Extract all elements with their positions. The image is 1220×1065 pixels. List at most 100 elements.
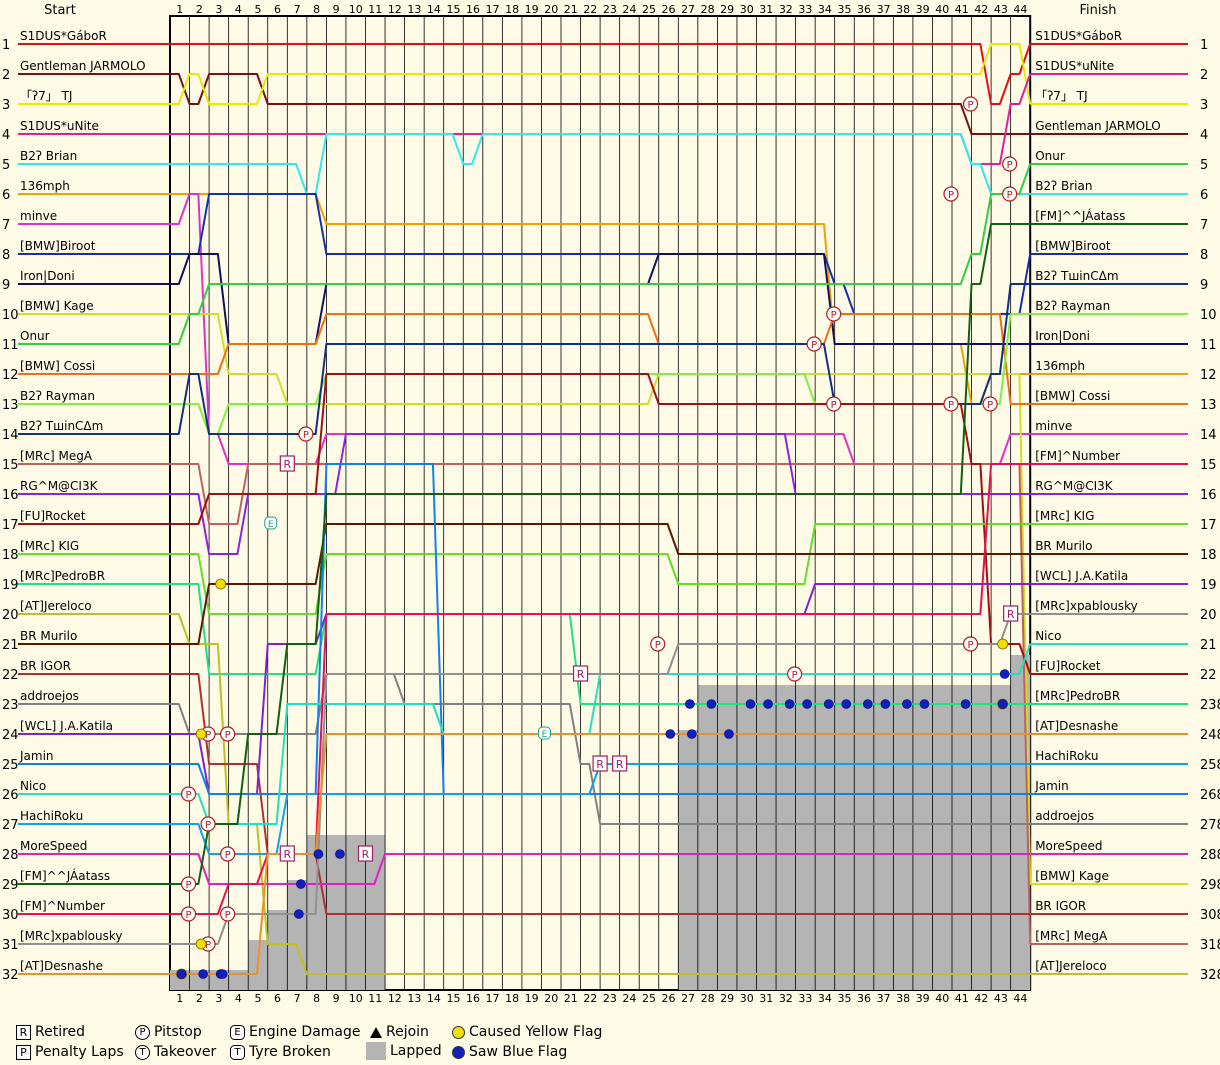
lap-tick-label-bottom: 44: [1013, 992, 1027, 1005]
finish-driver-name: [MRc]xpablousky: [1035, 599, 1138, 613]
lap-tick-label-bottom: 23: [603, 992, 617, 1005]
pitstop-marker-label: P: [186, 880, 192, 891]
finish-position-number: 3: [1200, 98, 1208, 113]
lap-tick-label-bottom: 20: [544, 992, 558, 1005]
lap-tick-label-top: 35: [837, 3, 851, 16]
tyre-icon: T: [230, 1044, 245, 1060]
rejoin-icon: [370, 1026, 382, 1038]
pitstop-marker-label: P: [987, 400, 993, 411]
lap-tick-label-top: 16: [466, 3, 480, 16]
lapped-region: [678, 730, 698, 990]
finish-position-number: 15: [1200, 458, 1217, 473]
finish-position-number: 10: [1200, 308, 1217, 323]
finish-driver-name: [MRc] MegA: [1035, 929, 1108, 943]
lap-tick-label-top: 7: [294, 3, 301, 16]
finish-driver-name: RG^M@CI3K: [1035, 479, 1114, 493]
lapped-region: [267, 910, 288, 990]
lap-tick-label-top: 43: [994, 3, 1008, 16]
legend-retired: R Retired: [16, 1024, 85, 1040]
lap-tick-label-top: 6: [274, 3, 281, 16]
start-position-number: 17: [2, 518, 19, 533]
pitstop-marker-label: P: [831, 310, 837, 321]
pitstop-marker: [200, 816, 216, 832]
lap-tick-label-bottom: 27: [681, 992, 695, 1005]
finish-position-number: 17: [1200, 518, 1217, 533]
start-position-number: 25: [2, 758, 19, 773]
start-driver-name: HachiRoku: [20, 809, 83, 823]
pitstop-marker-label: P: [303, 430, 309, 441]
lap-tick-label-bottom: 43: [994, 992, 1008, 1005]
start-position-number: 6: [2, 188, 10, 203]
start-position-number: 4: [2, 128, 10, 143]
finish-driver-name: [BMW]Biroot: [1035, 239, 1111, 253]
lap-tick-label-bottom: 17: [486, 992, 500, 1005]
pitstop-marker-label: P: [205, 940, 211, 951]
retired-marker-label: R: [1007, 608, 1015, 621]
finish-driver-name: 「ʔ7」 TJ: [1035, 89, 1087, 103]
finish-position-number: 2: [1200, 68, 1208, 83]
lap-tick-label-bottom: 3: [215, 992, 222, 1005]
finish-driver-name: S1DUS*uNite: [1035, 59, 1114, 73]
lap-tick-label-top: 29: [720, 3, 734, 16]
start-position-number: 10: [2, 308, 19, 323]
start-position-number: 11: [2, 338, 19, 353]
engine-damage-marker: [264, 516, 278, 530]
start-driver-name: minve: [20, 209, 57, 223]
lap-tick-label-bottom: 28: [701, 992, 715, 1005]
blue-flag-marker: [902, 699, 912, 709]
blue-flag-marker: [724, 729, 734, 739]
series-line: [170, 43, 1032, 105]
start-header: Start: [44, 3, 76, 18]
start-driver-name: [FM]^Number: [20, 899, 105, 913]
lap-tick-label-top: 8: [313, 3, 320, 16]
pitstop-marker: [962, 636, 979, 652]
finish-position-number: 14: [1200, 428, 1217, 443]
lap-tick-label-bottom: 35: [837, 992, 851, 1005]
finish-position-number: 8: [1200, 248, 1208, 263]
lap-tick-label-bottom: 18: [505, 992, 519, 1005]
start-driver-name: Iron|Doni: [20, 269, 75, 283]
lap-tick-label-bottom: 25: [642, 992, 656, 1005]
series-line: [170, 163, 1032, 345]
blue-flag-marker: [763, 699, 773, 709]
start-position-number: 22: [2, 668, 19, 683]
blue-flag-marker: [294, 909, 304, 919]
lap-tick-label-bottom: 41: [955, 992, 969, 1005]
lap-tick-label-top: 11: [368, 3, 382, 16]
blue-flag-marker: [313, 849, 324, 859]
finish-driver-name: [FU]Rocket: [1035, 659, 1101, 673]
start-driver-name: [WCL] J.A.Katila: [20, 719, 113, 733]
blue-flag-marker: [862, 699, 873, 709]
lap-tick-label-bottom: 24: [622, 992, 636, 1005]
finish-position-number: 7: [1200, 218, 1208, 233]
finish-position-number: 4: [1200, 128, 1208, 143]
start-position-number: 26: [2, 788, 19, 803]
finish-position-number: 20: [1200, 608, 1217, 623]
start-position-number: 7: [2, 218, 10, 233]
lap-tick-label-top: 3: [215, 3, 222, 16]
start-driver-name: [BMW] Kage: [20, 299, 94, 313]
lap-tick-label-bottom: 9: [333, 992, 340, 1005]
start-position-number: 19: [2, 578, 19, 593]
pitstop-marker: [220, 726, 236, 742]
retired-marker-label: R: [577, 668, 585, 681]
lap-tick-label-bottom: 40: [935, 992, 949, 1005]
finish-position-number: 18: [1200, 548, 1217, 563]
start-position-number: 21: [2, 638, 19, 653]
start-position-number: 30: [2, 908, 19, 923]
lap-tick-label-bottom: 37: [877, 992, 891, 1005]
finish-driver-name: Nico: [1035, 629, 1061, 643]
lap-tick-label-top: 30: [740, 3, 754, 16]
start-position-number: 2: [2, 68, 10, 83]
legend-tyre-label: Tyre Broken: [249, 1044, 331, 1060]
yellow-flag-marker: [997, 638, 1009, 650]
start-position-number: 31: [2, 938, 19, 953]
lap-tick-label-top: 24: [622, 3, 636, 16]
lap-tick-label-bottom: 30: [740, 992, 754, 1005]
retired-marker: [1003, 605, 1019, 622]
lap-tick-label-bottom: 21: [564, 992, 578, 1005]
engine-damage-marker-label: E: [268, 520, 274, 530]
finish-position-number: 6: [1200, 188, 1208, 203]
lap-tick-label-bottom: 36: [857, 992, 871, 1005]
blue-flag-marker: [335, 849, 345, 859]
